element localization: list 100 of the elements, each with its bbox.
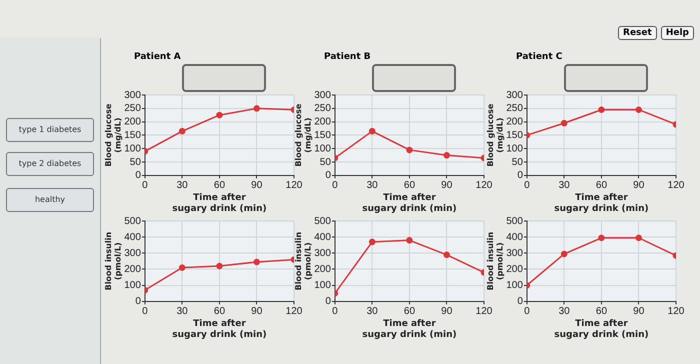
chart-title: Patient C — [516, 52, 562, 62]
y-tick-label: 150 — [314, 130, 332, 141]
x-tick-label: 120 — [286, 306, 303, 318]
point — [178, 264, 186, 271]
y-tick-label: 50 — [320, 156, 332, 168]
chart-title: Patient B — [324, 52, 371, 62]
text: type 2 diabetes — [6, 152, 94, 176]
y-axis-title: Blood insulin (pmol/L) — [486, 232, 504, 290]
x-tick-label: 90 — [251, 180, 263, 192]
y-tick-label: 200 — [314, 116, 332, 128]
y-tick-label: 250 — [506, 103, 524, 114]
point — [635, 106, 642, 113]
x-axis-title: Time after sugary drink (min) — [554, 193, 649, 214]
x-axis-title: Time after sugary drink (min) — [362, 319, 457, 340]
point — [253, 258, 260, 266]
x-tick-label: 60 — [404, 180, 416, 192]
point — [253, 105, 260, 112]
x-tick-label: 0 — [332, 306, 338, 318]
x-tick-label: 30 — [366, 180, 378, 192]
y-tick-label: 200 — [506, 264, 524, 275]
x-tick-label: 60 — [596, 180, 608, 192]
x-tick-label: 90 — [251, 306, 263, 318]
y-tick-label: 200 — [314, 264, 332, 275]
x-tick-label: 30 — [366, 306, 378, 318]
y-axis-title: Blood insulin (pmol/L) — [294, 232, 312, 290]
y-tick-label: 400 — [314, 232, 332, 243]
text: Help — [660, 26, 694, 40]
x-axis-title: Time after sugary drink (min) — [554, 319, 649, 340]
point — [560, 250, 568, 258]
y-tick-label: 100 — [506, 280, 524, 292]
text: Reset — [618, 26, 657, 40]
y-tick-label: 0 — [325, 296, 332, 308]
y-tick-label: 400 — [124, 232, 142, 243]
y-tick-label: 250 — [124, 103, 142, 114]
y-tick-label: 250 — [314, 103, 332, 114]
y-tick-label: 0 — [517, 170, 524, 182]
y-tick-label: 300 — [314, 90, 332, 101]
point — [216, 262, 223, 270]
y-tick-label: 50 — [512, 156, 524, 168]
y-tick-label: 0 — [135, 296, 142, 308]
x-axis-title: Time after sugary drink (min) — [362, 193, 457, 214]
y-axis-title: Blood glucose (mg/dL) — [486, 103, 504, 167]
x-tick-label: 0 — [524, 306, 530, 318]
x-tick-label: 60 — [404, 306, 416, 318]
y-tick-label: 300 — [314, 248, 332, 259]
y-tick-label: 500 — [314, 216, 332, 227]
point — [178, 128, 186, 134]
point — [406, 146, 413, 154]
y-tick-label: 500 — [506, 216, 524, 227]
y-tick-label: 150 — [506, 130, 524, 141]
y-tick-label: 0 — [135, 170, 142, 182]
y-tick-label: 50 — [130, 156, 142, 168]
x-tick-label: 30 — [176, 180, 188, 192]
point — [598, 106, 605, 113]
point — [560, 120, 568, 126]
y-tick-label: 400 — [506, 232, 524, 243]
y-tick-label: 300 — [124, 90, 142, 101]
y-tick-label: 100 — [506, 143, 524, 154]
x-tick-label: 120 — [668, 180, 685, 192]
text: type 1 diabetes — [6, 118, 94, 142]
text: healthy — [6, 188, 94, 212]
point — [443, 152, 450, 159]
x-tick-label: 0 — [142, 180, 148, 192]
y-tick-label: 100 — [314, 280, 332, 292]
point — [443, 252, 450, 258]
x-axis-title: Time after sugary drink (min) — [172, 319, 267, 340]
y-tick-label: 0 — [325, 170, 332, 182]
y-axis-title: Blood glucose (mg/dL) — [104, 103, 122, 167]
x-tick-label: 60 — [596, 306, 608, 318]
y-tick-label: 300 — [506, 90, 524, 101]
x-tick-label: 120 — [286, 180, 303, 192]
y-tick-label: 500 — [124, 216, 142, 227]
y-tick-label: 100 — [124, 280, 142, 292]
point — [368, 238, 376, 246]
point — [635, 234, 642, 242]
point — [598, 234, 605, 242]
x-tick-label: 90 — [441, 306, 453, 318]
x-tick-label: 90 — [441, 180, 453, 192]
x-tick-label: 30 — [558, 180, 570, 192]
x-tick-label: 120 — [668, 306, 685, 318]
x-tick-label: 0 — [142, 306, 148, 318]
y-tick-label: 200 — [506, 116, 524, 128]
y-tick-label: 200 — [124, 264, 142, 275]
x-tick-label: 60 — [214, 306, 226, 318]
x-tick-label: 120 — [476, 306, 493, 318]
y-axis-title: Blood insulin (pmol/L) — [104, 232, 122, 290]
y-tick-label: 100 — [124, 143, 142, 154]
x-tick-label: 30 — [558, 306, 570, 318]
x-axis-title: Time after sugary drink (min) — [172, 193, 267, 214]
y-tick-label: 0 — [517, 296, 524, 308]
y-tick-label: 100 — [314, 143, 332, 154]
point — [406, 237, 413, 244]
x-tick-label: 0 — [524, 180, 530, 192]
x-tick-label: 0 — [332, 180, 338, 192]
x-tick-label: 90 — [633, 180, 645, 192]
x-tick-label: 90 — [633, 306, 645, 318]
chart-title: Patient A — [134, 52, 181, 62]
x-tick-label: 60 — [214, 180, 226, 192]
x-tick-label: 30 — [176, 306, 188, 318]
y-tick-label: 200 — [124, 116, 142, 128]
